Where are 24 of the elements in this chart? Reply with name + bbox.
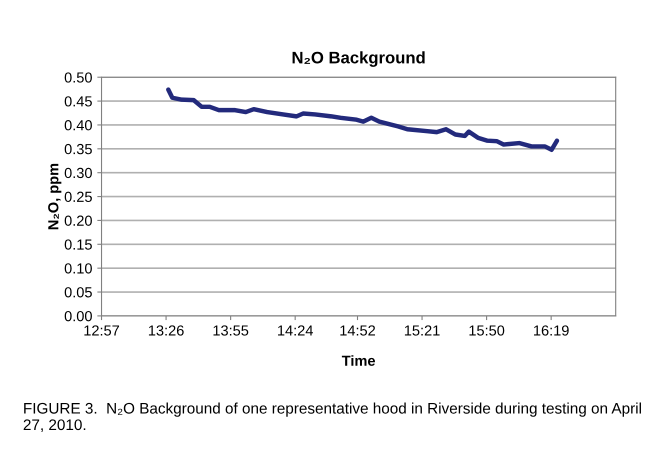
x-tick-label: 15:50 [469, 325, 504, 336]
x-tick-label: 15:21 [404, 325, 440, 336]
y-tick-label: 0.50 [64, 72, 92, 83]
y-tick-label: 0.45 [64, 96, 92, 107]
x-tick-label: 12:57 [84, 325, 120, 336]
y-tick-label: 0.35 [64, 144, 92, 154]
y-tick-label: 0.20 [64, 216, 92, 226]
x-tick-label: 13:26 [148, 325, 184, 336]
caption: FIGURE 3. N₂O Background of one representative hood in Riverside during testing on April 27, 2010. [24, 402, 641, 432]
y-axis-title: N₂O, ppm [48, 164, 62, 230]
x-axis-title: Time [342, 355, 376, 366]
chart-title: N₂O Background [292, 51, 425, 67]
y-tick-label: 0.10 [64, 263, 92, 274]
y-tick-label: 0.15 [64, 239, 92, 250]
x-tick-label: 14:24 [278, 325, 313, 336]
y-tick-label: 0.05 [64, 287, 92, 298]
y-tick-label: 0.40 [64, 120, 92, 130]
x-tick-label: 13:55 [213, 325, 248, 336]
y-tick-label: 0.00 [64, 311, 92, 322]
x-tick-label: 16:19 [534, 325, 569, 336]
line-series [166, 87, 560, 152]
y-tick-label: 0.25 [64, 192, 92, 202]
y-tick-label: 0.30 [64, 168, 92, 178]
x-tick-label: 14:52 [340, 325, 376, 336]
